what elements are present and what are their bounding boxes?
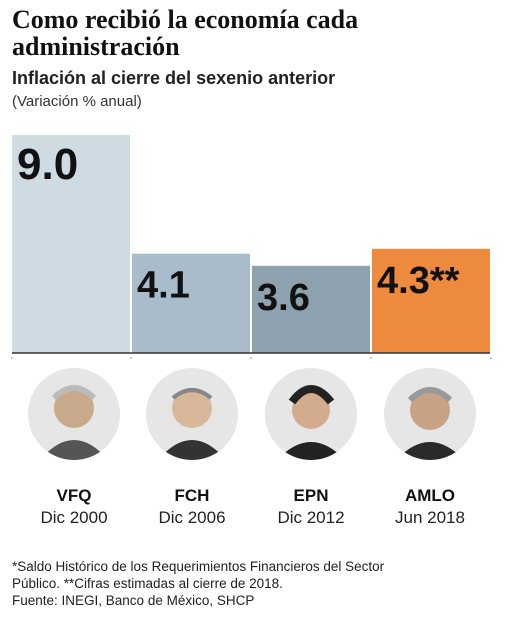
- person-amlo: AMLO Jun 2018: [371, 368, 489, 528]
- bar-fch: [132, 253, 250, 353]
- footnote: *Saldo Histórico de los Requerimientos F…: [12, 558, 502, 609]
- bar-value-label: 4.3**: [377, 260, 460, 302]
- unit-note: (Variación % anual): [12, 93, 142, 110]
- portrait-icon: [28, 368, 120, 460]
- footnote-line: Público. **Cifras estimadas al cierre de…: [12, 576, 283, 591]
- bar-epn: [252, 265, 370, 353]
- chart-subtitle: Inflación al cierre del sexenio anterior: [12, 68, 336, 88]
- person-name: FCH: [174, 486, 210, 505]
- portrait-icon: [384, 368, 476, 460]
- chart-title: Como recibió la economía cada administra…: [12, 5, 359, 61]
- person-vfq: VFQ Dic 2000: [15, 368, 133, 528]
- bar-value-label: 9.0: [17, 140, 78, 189]
- bar-amlo: [372, 248, 490, 353]
- person-date: Dic 2012: [277, 508, 345, 527]
- bar-value-label: 4.1: [137, 265, 190, 307]
- source-line: Fuente: INEGI, Banco de México, SHCP: [12, 593, 255, 608]
- person-epn: EPN Dic 2012: [252, 368, 370, 528]
- person-date: Dic 2006: [158, 508, 226, 527]
- bar-vfq: [12, 135, 130, 353]
- portrait-icon: [265, 368, 357, 460]
- person-fch: FCH Dic 2006: [133, 368, 251, 528]
- person-date: Dic 2000: [40, 508, 108, 527]
- bar-chart: 9.0 4.1 3.6 4.3**: [11, 135, 492, 360]
- person-date: Jun 2018: [395, 508, 465, 527]
- person-name: AMLO: [404, 486, 456, 505]
- bar-value-label: 3.6: [257, 277, 310, 319]
- person-name: EPN: [293, 486, 329, 505]
- portrait-icon: [146, 368, 238, 460]
- person-name: VFQ: [56, 486, 92, 505]
- footnote-line: *Saldo Histórico de los Requerimientos F…: [12, 559, 385, 574]
